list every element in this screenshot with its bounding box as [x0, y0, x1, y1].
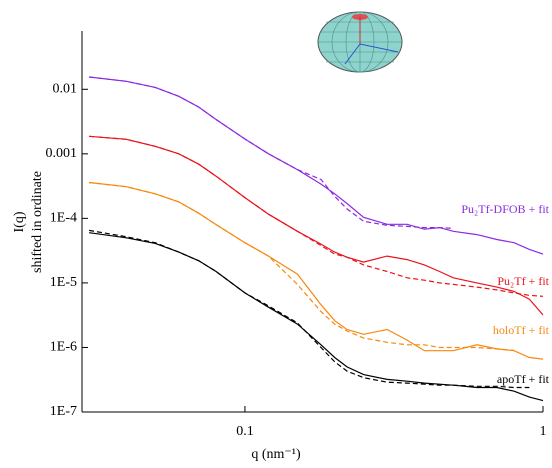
- y-tick-label: 1E-4: [50, 211, 77, 226]
- y-tick-label: 1E-6: [50, 340, 77, 355]
- x-tick-label: 0.1: [236, 424, 254, 439]
- series-label: apoTf + fit: [497, 372, 550, 386]
- y-tick-label: 0.001: [46, 146, 78, 161]
- series-label: holoTf + fit: [493, 323, 550, 337]
- y-tick-label: 1E-5: [50, 275, 77, 290]
- series-label: Pu₂Tf-DFOB + fit: [461, 202, 549, 216]
- ellipsoid-icon: [317, 11, 403, 73]
- data-line: [89, 232, 544, 402]
- fit-line: [89, 135, 544, 297]
- fit-line: [89, 76, 454, 229]
- y-axis-label: shifted in ordinate: [30, 171, 45, 273]
- data-line: [89, 76, 544, 255]
- data-line: [89, 181, 544, 360]
- y-tick-label: 0.01: [53, 82, 78, 97]
- fit-line: [88, 229, 530, 389]
- fit-line: [89, 181, 515, 351]
- series-label: Pu₂Tf + fit: [497, 274, 549, 288]
- y-axis-label: I(q): [12, 211, 27, 232]
- x-axis-label: q (nm⁻¹): [251, 447, 301, 462]
- x-tick-label: 1: [540, 424, 547, 439]
- data-line: [89, 135, 544, 316]
- y-tick-label: 1E-7: [50, 404, 77, 419]
